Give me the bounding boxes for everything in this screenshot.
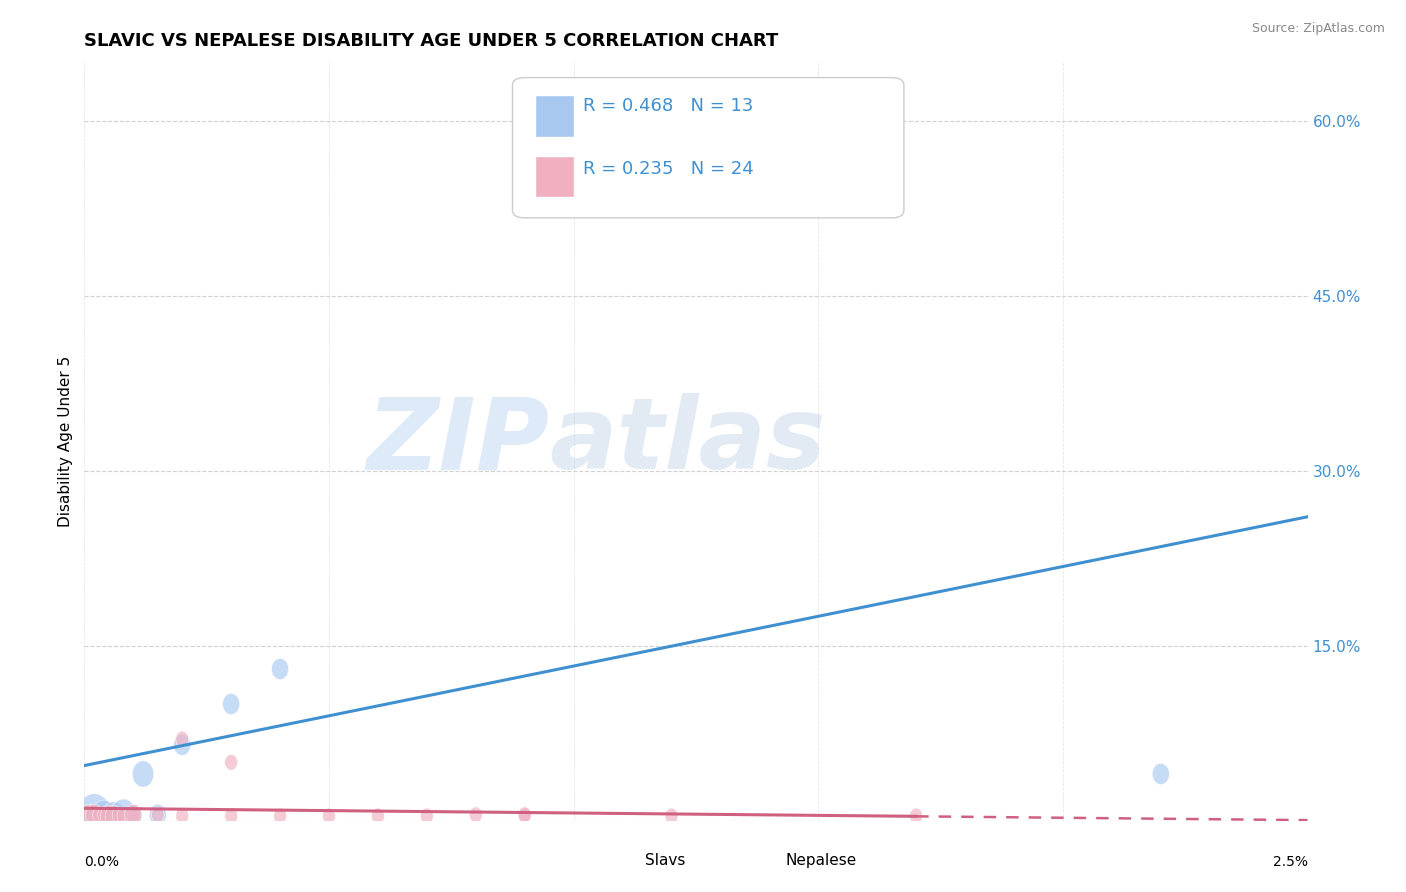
Ellipse shape xyxy=(149,805,166,825)
Ellipse shape xyxy=(910,808,922,824)
FancyBboxPatch shape xyxy=(534,156,574,197)
Ellipse shape xyxy=(103,802,124,828)
Ellipse shape xyxy=(100,805,117,827)
Ellipse shape xyxy=(132,761,153,787)
Ellipse shape xyxy=(322,808,336,824)
Ellipse shape xyxy=(111,799,136,830)
Ellipse shape xyxy=(1153,764,1170,784)
Ellipse shape xyxy=(516,111,533,131)
FancyBboxPatch shape xyxy=(751,847,778,874)
Ellipse shape xyxy=(271,658,288,680)
Ellipse shape xyxy=(125,805,142,825)
Text: atlas: atlas xyxy=(550,393,825,490)
Text: Slavs: Slavs xyxy=(644,853,685,868)
Ellipse shape xyxy=(225,755,238,770)
FancyBboxPatch shape xyxy=(513,78,904,218)
Ellipse shape xyxy=(97,807,110,822)
Text: Source: ZipAtlas.com: Source: ZipAtlas.com xyxy=(1251,22,1385,36)
Ellipse shape xyxy=(127,808,139,824)
Ellipse shape xyxy=(152,807,165,822)
Ellipse shape xyxy=(176,808,188,824)
Ellipse shape xyxy=(91,800,117,831)
Ellipse shape xyxy=(80,805,98,825)
Ellipse shape xyxy=(77,794,111,836)
Y-axis label: Disability Age Under 5: Disability Age Under 5 xyxy=(58,356,73,527)
Ellipse shape xyxy=(176,731,188,747)
FancyBboxPatch shape xyxy=(534,95,574,136)
Ellipse shape xyxy=(117,808,129,824)
Ellipse shape xyxy=(420,808,433,824)
Ellipse shape xyxy=(174,734,191,756)
Ellipse shape xyxy=(470,807,482,822)
Ellipse shape xyxy=(105,805,122,827)
Ellipse shape xyxy=(519,807,531,822)
Ellipse shape xyxy=(100,805,117,825)
Ellipse shape xyxy=(112,807,125,822)
Ellipse shape xyxy=(125,805,142,827)
Text: 0.0%: 0.0% xyxy=(84,855,120,869)
FancyBboxPatch shape xyxy=(610,847,637,874)
Ellipse shape xyxy=(274,808,287,824)
Text: R = 0.235   N = 24: R = 0.235 N = 24 xyxy=(583,160,754,178)
Ellipse shape xyxy=(665,808,678,824)
Text: 2.5%: 2.5% xyxy=(1272,855,1308,869)
Ellipse shape xyxy=(222,693,239,714)
Ellipse shape xyxy=(519,808,531,824)
Text: Nepalese: Nepalese xyxy=(786,853,856,868)
Ellipse shape xyxy=(93,807,105,822)
Text: R = 0.468   N = 13: R = 0.468 N = 13 xyxy=(583,97,754,115)
Ellipse shape xyxy=(86,805,103,825)
Text: ZIP: ZIP xyxy=(366,393,550,490)
Ellipse shape xyxy=(371,808,384,824)
Text: SLAVIC VS NEPALESE DISABILITY AGE UNDER 5 CORRELATION CHART: SLAVIC VS NEPALESE DISABILITY AGE UNDER … xyxy=(84,32,779,50)
Ellipse shape xyxy=(225,808,238,824)
